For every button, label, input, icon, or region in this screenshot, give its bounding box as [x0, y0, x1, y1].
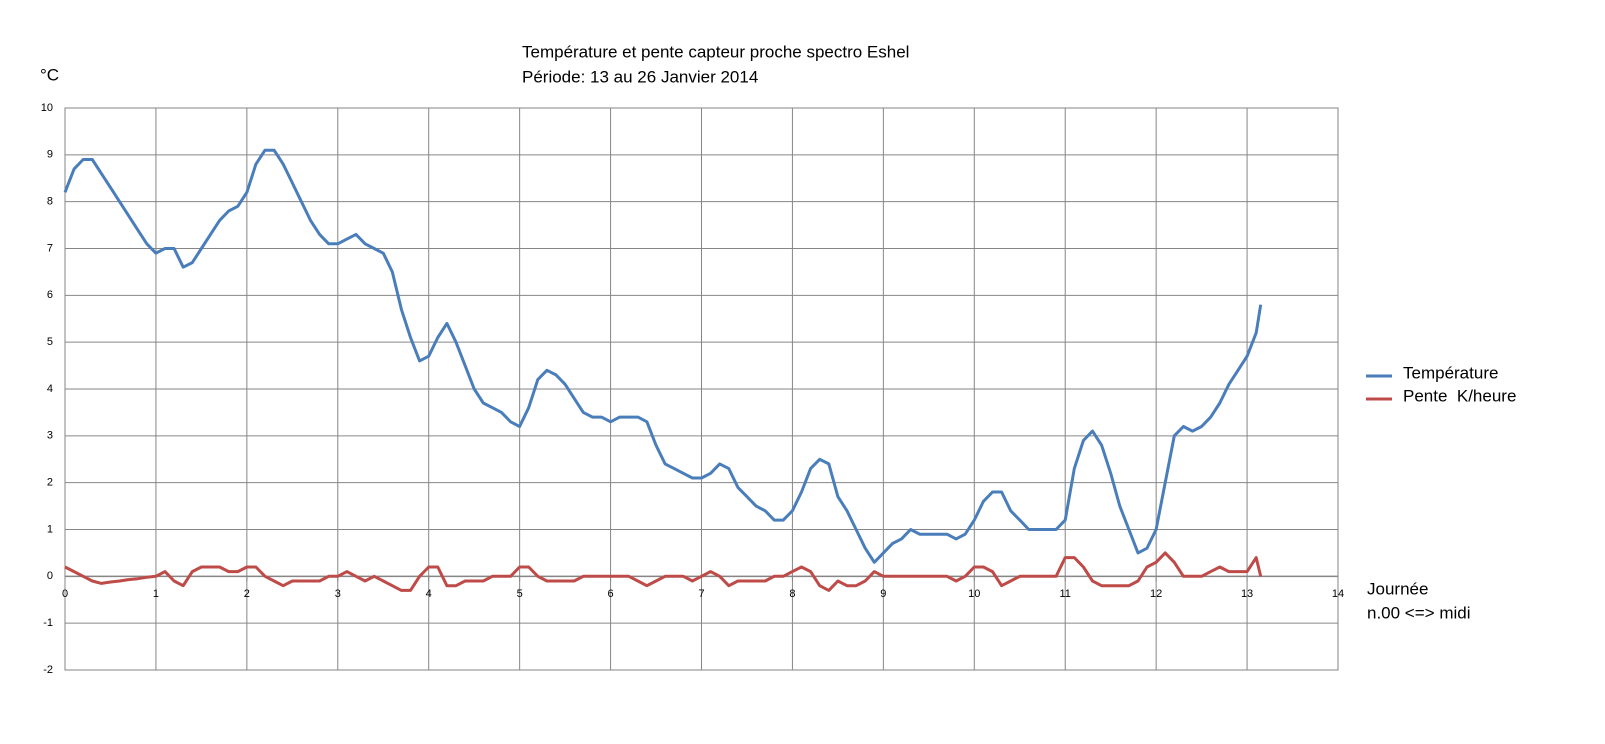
- series-line: [64, 551, 1263, 592]
- legend-label: Température: [1403, 363, 1498, 382]
- chart-subtitle: Période: 13 au 26 Janvier 2014: [522, 67, 758, 86]
- y-tick-label: 10: [41, 102, 53, 114]
- x-axis-label: Journée: [1367, 579, 1428, 598]
- x-tick-label: 12: [1150, 588, 1162, 600]
- y-tick-label: 3: [47, 430, 53, 442]
- x-tick-label: 8: [789, 588, 795, 600]
- y-tick-label: 0: [47, 570, 53, 582]
- x-tick-label: 10: [968, 588, 980, 600]
- x-tick-label: 7: [698, 588, 704, 600]
- y-tick-label: -2: [43, 664, 53, 676]
- y-tick-label: 6: [47, 289, 53, 301]
- x-tick-label: 4: [426, 588, 432, 600]
- y-tick-label: 1: [47, 523, 53, 535]
- y-tick-label: 5: [47, 336, 53, 348]
- x-tick-label: 2: [244, 588, 250, 600]
- y-tick-label: 9: [47, 149, 53, 161]
- y-tick-label: 7: [47, 242, 53, 254]
- x-tick-label: 5: [517, 588, 523, 600]
- y-tick-label: -1: [43, 617, 53, 629]
- x-axis-label: n.00 <=> midi: [1367, 603, 1471, 622]
- x-tick-label: 11: [1060, 588, 1071, 600]
- y-tick-label: 2: [47, 477, 53, 489]
- x-tick-label: 9: [880, 588, 886, 600]
- x-tick-label: 14: [1332, 588, 1344, 600]
- legend-label: Pente K/heure: [1403, 386, 1516, 405]
- chart-title: Température et pente capteur proche spec…: [522, 42, 909, 61]
- x-tick-label: 6: [608, 588, 614, 600]
- x-tick-label: 1: [153, 588, 159, 600]
- x-tick-label: 0: [62, 588, 68, 600]
- x-tick-label: 13: [1241, 588, 1253, 600]
- y-axis-label: °C: [40, 65, 59, 84]
- y-tick-label: 4: [47, 383, 53, 395]
- x-tick-label: 3: [335, 588, 341, 600]
- series-line: [63, 148, 1263, 564]
- y-tick-label: 8: [47, 196, 53, 208]
